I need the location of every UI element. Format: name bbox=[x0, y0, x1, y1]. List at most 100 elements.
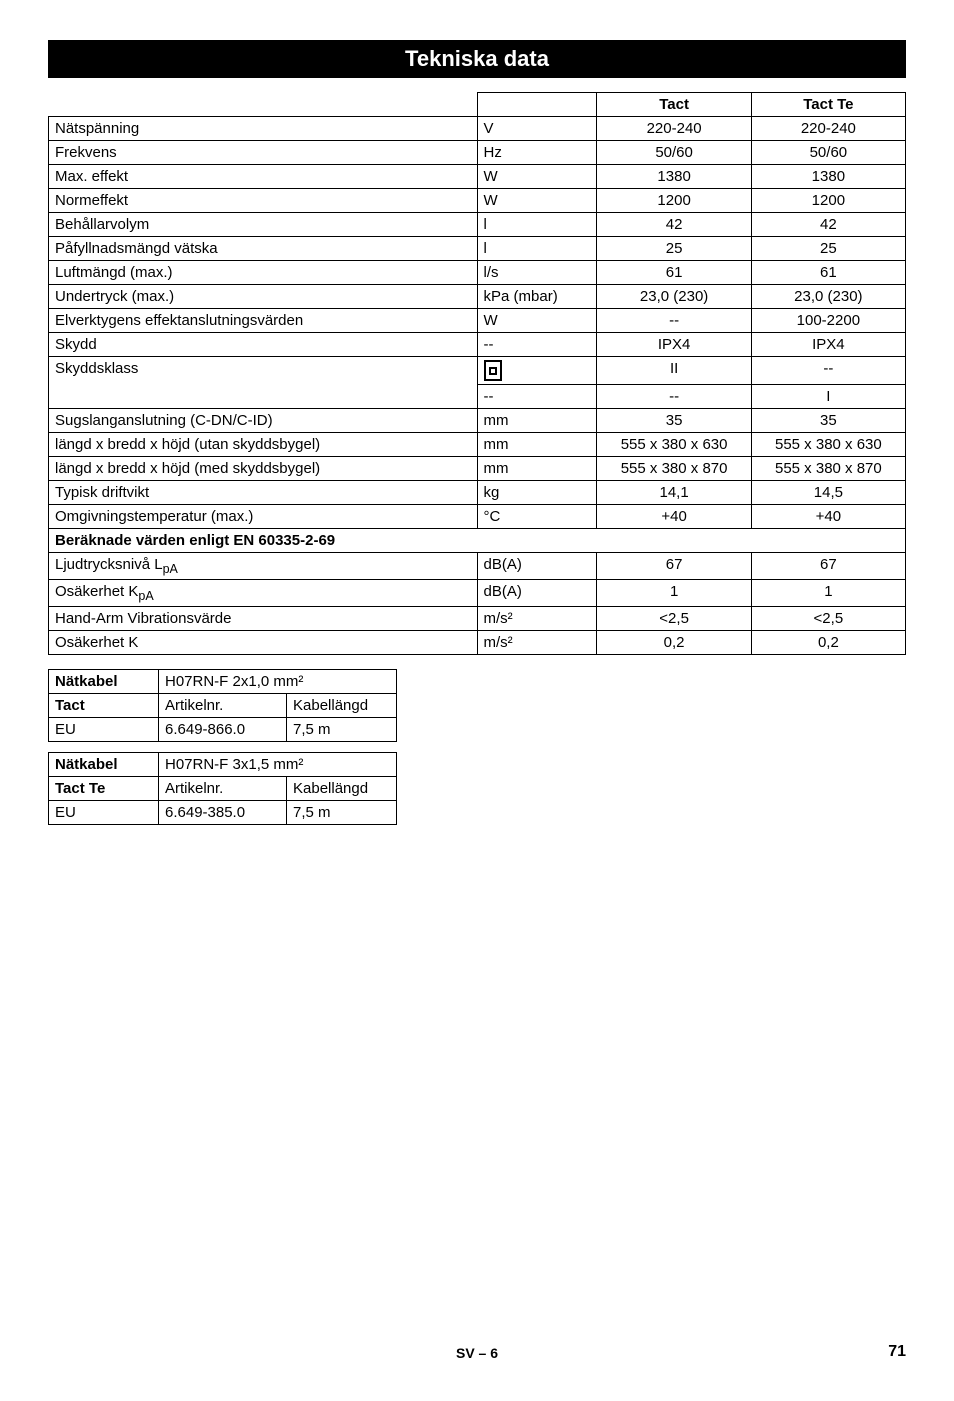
param-cell: Normeffekt bbox=[49, 189, 478, 213]
table-row: NätkabelH07RN-F 2x1,0 mm² bbox=[49, 670, 397, 694]
param-cell: Max. effekt bbox=[49, 165, 478, 189]
cable-b: Kabellängd bbox=[287, 694, 397, 718]
val-cell: 1380 bbox=[597, 165, 751, 189]
cable-label: Nätkabel bbox=[49, 753, 159, 777]
unit-cell: -- bbox=[477, 333, 597, 357]
val-cell: I bbox=[751, 385, 905, 409]
val-cell: 35 bbox=[597, 409, 751, 433]
header-row: Tact Tact Te bbox=[49, 93, 906, 117]
val-cell: +40 bbox=[597, 505, 751, 529]
val-cell: 42 bbox=[751, 213, 905, 237]
param-cell: Luftmängd (max.) bbox=[49, 261, 478, 285]
val-cell: IPX4 bbox=[751, 333, 905, 357]
val-cell: 14,1 bbox=[597, 481, 751, 505]
unit-cell: dB(A) bbox=[477, 553, 597, 580]
val-cell: 23,0 (230) bbox=[751, 285, 905, 309]
section-heading: Beräknade värden enligt EN 60335-2-69 bbox=[49, 529, 906, 553]
val-cell: 50/60 bbox=[597, 141, 751, 165]
val-cell: 100-2200 bbox=[751, 309, 905, 333]
table-row: Osäkerhet KpA dB(A) 1 1 bbox=[49, 580, 906, 607]
param-cell: Skydd bbox=[49, 333, 478, 357]
param-cell: Omgivningstemperatur (max.) bbox=[49, 505, 478, 529]
col-tact: Tact bbox=[597, 93, 751, 117]
val-cell: 67 bbox=[751, 553, 905, 580]
cable-span: H07RN-F 2x1,0 mm² bbox=[159, 670, 397, 694]
val-cell: 14,5 bbox=[751, 481, 905, 505]
unit-cell: m/s² bbox=[477, 607, 597, 631]
cable-b: 7,5 m bbox=[287, 801, 397, 825]
param-cell: längd x bredd x höjd (med skyddsbygel) bbox=[49, 457, 478, 481]
param-text: Ljudtrycksnivå L bbox=[55, 556, 163, 573]
unit-cell: W bbox=[477, 309, 597, 333]
table-row: Hand-Arm Vibrationsvärdem/s²<2,5<2,5 bbox=[49, 607, 906, 631]
cable-table-1: NätkabelH07RN-F 2x1,0 mm² TactArtikelnr.… bbox=[48, 669, 397, 742]
table-row-skyddsklass: Skyddsklass II -- bbox=[49, 357, 906, 385]
val-cell: 555 x 380 x 630 bbox=[751, 433, 905, 457]
table-row: Påfyllnadsmängd vätskal2525 bbox=[49, 237, 906, 261]
table-row: Max. effektW13801380 bbox=[49, 165, 906, 189]
param-cell: Osäkerhet K bbox=[49, 631, 478, 655]
val-cell: 1380 bbox=[751, 165, 905, 189]
cable-a: Artikelnr. bbox=[159, 694, 287, 718]
cable-a: 6.649-866.0 bbox=[159, 718, 287, 742]
table-row: längd x bredd x höjd (utan skyddsbygel)m… bbox=[49, 433, 906, 457]
unit-cell: mm bbox=[477, 433, 597, 457]
unit-cell: -- bbox=[477, 385, 597, 409]
page-footer: SV – 6 71 bbox=[48, 1345, 906, 1361]
unit-cell: mm bbox=[477, 409, 597, 433]
unit-cell: l bbox=[477, 237, 597, 261]
cable-a: Artikelnr. bbox=[159, 777, 287, 801]
param-cell: Påfyllnadsmängd vätska bbox=[49, 237, 478, 261]
unit-cell: kg bbox=[477, 481, 597, 505]
param-cell: Nätspänning bbox=[49, 117, 478, 141]
unit-cell: W bbox=[477, 165, 597, 189]
val-cell: 42 bbox=[597, 213, 751, 237]
table-row: NormeffektW12001200 bbox=[49, 189, 906, 213]
table-row: Typisk driftviktkg14,114,5 bbox=[49, 481, 906, 505]
class2-icon bbox=[484, 360, 502, 381]
param-cell: Elverktygens effektanslutningsvärden bbox=[49, 309, 478, 333]
param-cell: Undertryck (max.) bbox=[49, 285, 478, 309]
val-cell: 555 x 380 x 870 bbox=[751, 457, 905, 481]
cable-label: Tact bbox=[49, 694, 159, 718]
cable-b: 7,5 m bbox=[287, 718, 397, 742]
val-cell: 220-240 bbox=[597, 117, 751, 141]
param-sub: pA bbox=[163, 562, 178, 576]
param-cell: Osäkerhet KpA bbox=[49, 580, 478, 607]
param-cell: längd x bredd x höjd (utan skyddsbygel) bbox=[49, 433, 478, 457]
unit-cell: dB(A) bbox=[477, 580, 597, 607]
val-cell: 61 bbox=[597, 261, 751, 285]
cable-label: Nätkabel bbox=[49, 670, 159, 694]
table-row: Sugslanganslutning (C-DN/C-ID)mm3535 bbox=[49, 409, 906, 433]
val-cell: 25 bbox=[597, 237, 751, 261]
param-cell: Hand-Arm Vibrationsvärde bbox=[49, 607, 478, 631]
table-row: Undertryck (max.)kPa (mbar)23,0 (230)23,… bbox=[49, 285, 906, 309]
val-cell: 25 bbox=[751, 237, 905, 261]
val-cell: <2,5 bbox=[597, 607, 751, 631]
val-cell: -- bbox=[597, 309, 751, 333]
unit-cell: m/s² bbox=[477, 631, 597, 655]
param-cell: Skyddsklass bbox=[49, 357, 478, 409]
cable-label: EU bbox=[49, 801, 159, 825]
param-text: Osäkerhet K bbox=[55, 583, 138, 600]
unit-cell: l/s bbox=[477, 261, 597, 285]
table-row: Osäkerhet Km/s²0,20,2 bbox=[49, 631, 906, 655]
table-row: längd x bredd x höjd (med skyddsbygel)mm… bbox=[49, 457, 906, 481]
param-cell: Frekvens bbox=[49, 141, 478, 165]
param-cell: Behållarvolym bbox=[49, 213, 478, 237]
table-row: Omgivningstemperatur (max.)°C+40+40 bbox=[49, 505, 906, 529]
val-cell: 50/60 bbox=[751, 141, 905, 165]
table-row: Tact TeArtikelnr.Kabellängd bbox=[49, 777, 397, 801]
unit-cell: °C bbox=[477, 505, 597, 529]
unit-cell: V bbox=[477, 117, 597, 141]
val-cell: 1200 bbox=[751, 189, 905, 213]
unit-cell: W bbox=[477, 189, 597, 213]
cable-span: H07RN-F 3x1,5 mm² bbox=[159, 753, 397, 777]
table-row: EU6.649-866.07,5 m bbox=[49, 718, 397, 742]
val-cell: 1200 bbox=[597, 189, 751, 213]
unit-cell: Hz bbox=[477, 141, 597, 165]
cable-label: EU bbox=[49, 718, 159, 742]
unit-cell: kPa (mbar) bbox=[477, 285, 597, 309]
val-cell: 555 x 380 x 630 bbox=[597, 433, 751, 457]
table-row: NätspänningV220-240220-240 bbox=[49, 117, 906, 141]
